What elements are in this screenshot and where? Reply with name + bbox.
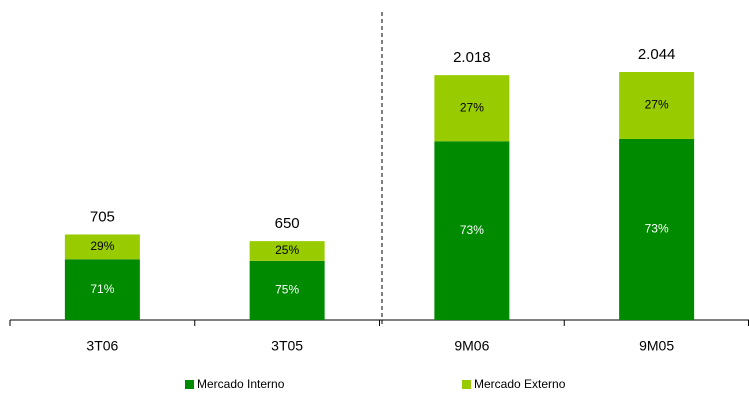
bar-segment xyxy=(249,241,325,261)
x-tick-label: 9M06 xyxy=(454,338,489,354)
segment-label: 73% xyxy=(645,222,669,236)
x-tick-label: 3T06 xyxy=(86,338,118,354)
total-label: 2.044 xyxy=(638,46,676,63)
bar-segment xyxy=(619,138,695,320)
segment-label: 27% xyxy=(645,98,669,112)
segment-label: 27% xyxy=(460,100,484,114)
bar-segment xyxy=(64,259,140,320)
total-label: 2.018 xyxy=(453,49,491,66)
total-label: 650 xyxy=(275,215,300,232)
bar-segment xyxy=(434,141,510,320)
total-label: 705 xyxy=(90,208,115,225)
bar-segment xyxy=(619,72,695,139)
segment-label: 29% xyxy=(90,239,114,253)
bar-segment xyxy=(434,75,510,142)
bar-segment xyxy=(249,260,325,320)
legend-swatch xyxy=(185,380,194,389)
bar-segment xyxy=(64,234,140,260)
segment-label: 75% xyxy=(275,283,299,297)
legend-label: Mercado Externo xyxy=(474,377,566,391)
segment-label: 73% xyxy=(460,223,484,237)
legend-swatch xyxy=(462,380,471,389)
segment-label: 71% xyxy=(90,282,114,296)
x-tick-label: 3T05 xyxy=(271,338,303,354)
legend-label: Mercado Interno xyxy=(197,377,285,391)
x-tick-label: 9M05 xyxy=(639,338,674,354)
segment-label: 25% xyxy=(275,243,299,257)
